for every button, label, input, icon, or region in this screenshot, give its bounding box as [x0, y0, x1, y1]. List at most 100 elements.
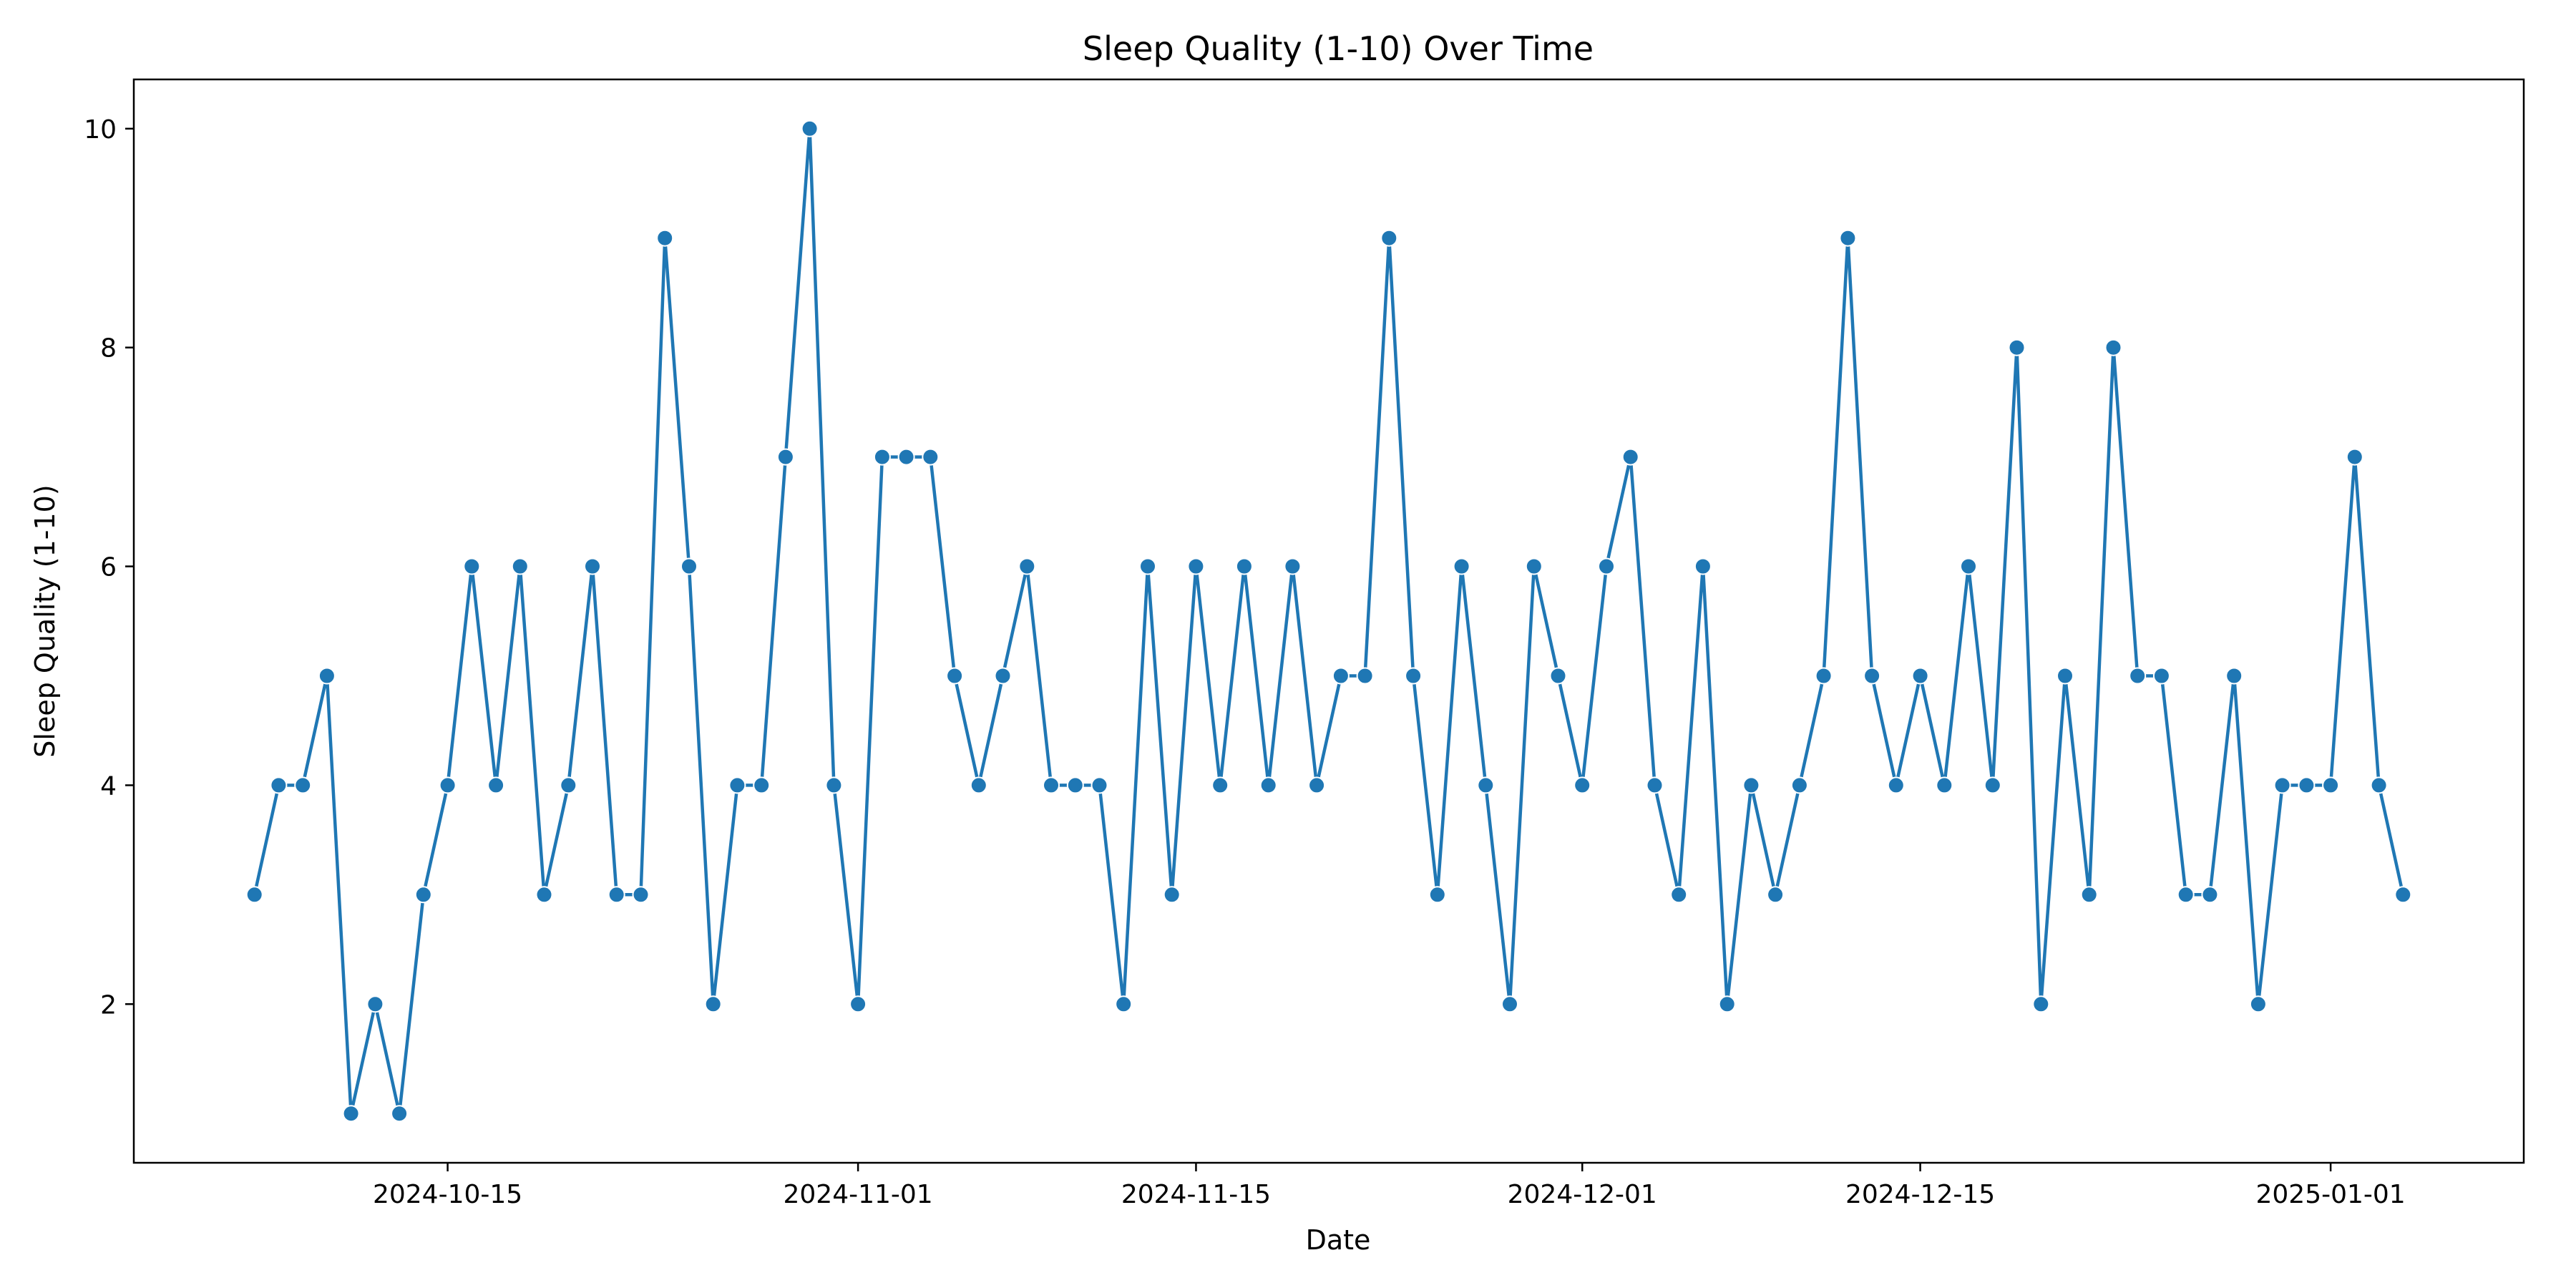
y-axis-label: Sleep Quality (1-10): [29, 484, 61, 757]
data-point: [318, 667, 336, 685]
data-point: [1549, 667, 1567, 685]
y-tick-label: 8: [100, 334, 117, 364]
x-tick-label: 2025-01-01: [2255, 1180, 2405, 1209]
data-point: [1574, 776, 1591, 794]
data-point: [2057, 667, 2074, 685]
x-tick-label: 2024-10-15: [373, 1180, 522, 1209]
data-point: [342, 1105, 360, 1123]
data-point: [704, 995, 722, 1013]
data-point: [1091, 776, 1108, 794]
data-point: [1718, 995, 1736, 1013]
data-point: [2152, 667, 2170, 685]
data-point: [1284, 557, 1302, 575]
data-point: [2080, 886, 2098, 904]
data-point: [2273, 776, 2291, 794]
data-point: [584, 557, 601, 575]
x-tick-label: 2024-12-01: [1508, 1180, 1657, 1209]
data-point: [439, 776, 457, 794]
data-point: [1694, 557, 1712, 575]
data-point: [656, 229, 674, 247]
data-point: [1863, 667, 1881, 685]
data-point: [560, 776, 577, 794]
data-point: [897, 448, 915, 466]
data-point: [801, 119, 819, 137]
data-point: [1115, 995, 1133, 1013]
data-point: [1839, 229, 1857, 247]
x-axis: 2024-10-15 2024-11-01 2024-11-15 2024-12-01…: [373, 1163, 2406, 1209]
data-point: [1598, 557, 1615, 575]
x-tick-label: 2024-11-15: [1121, 1180, 1271, 1209]
data-point: [1936, 776, 1953, 794]
data-point: [1767, 886, 1785, 904]
data-point: [1984, 776, 2001, 794]
data-point: [1163, 886, 1181, 904]
data-point: [1043, 776, 1060, 794]
plot-area: [245, 119, 2412, 1123]
data-point: [1018, 557, 1036, 575]
series-line: [253, 127, 2405, 1116]
data-point: [535, 886, 553, 904]
data-point: [1960, 557, 1977, 575]
data-point: [1405, 667, 1423, 685]
data-point: [1332, 667, 1350, 685]
data-point: [608, 886, 625, 904]
x-axis-label: Date: [1306, 1224, 1371, 1256]
data-point: [1646, 776, 1664, 794]
data-point: [994, 667, 1012, 685]
data-point: [1670, 886, 1688, 904]
data-point: [1308, 776, 1326, 794]
data-point: [1815, 667, 1833, 685]
y-axis: 2 4 6 8 10: [84, 115, 134, 1020]
data-point: [2346, 448, 2363, 466]
data-point: [2177, 886, 2195, 904]
plot-frame: [132, 78, 2525, 1164]
data-point: [2129, 667, 2147, 685]
data-point: [2104, 338, 2122, 356]
data-point: [463, 557, 481, 575]
data-point: [2225, 667, 2243, 685]
data-point: [1235, 557, 1253, 575]
data-point: [366, 995, 384, 1013]
data-point: [294, 776, 312, 794]
data-point: [2322, 776, 2340, 794]
data-point: [680, 557, 698, 575]
data-point: [1428, 886, 1446, 904]
data-point: [1887, 776, 1905, 794]
data-point: [2201, 886, 2219, 904]
data-point: [1187, 557, 1205, 575]
data-point: [1259, 776, 1277, 794]
data-point: [245, 886, 263, 904]
data-point: [1211, 776, 1229, 794]
data-point: [1525, 557, 1543, 575]
data-point: [1139, 557, 1156, 575]
data-point: [2370, 776, 2388, 794]
data-point: [511, 557, 529, 575]
data-point: [728, 776, 746, 794]
data-point: [2394, 886, 2412, 904]
data-point: [632, 886, 650, 904]
data-point: [270, 776, 288, 794]
data-point: [1477, 776, 1495, 794]
data-point: [970, 776, 987, 794]
data-point: [487, 776, 505, 794]
data-point: [2008, 338, 2026, 356]
data-point: [922, 448, 940, 466]
data-point: [1356, 667, 1374, 685]
data-point: [2298, 776, 2316, 794]
data-point: [946, 667, 964, 685]
y-tick-label: 4: [100, 771, 117, 801]
data-point: [1066, 776, 1084, 794]
data-point: [1742, 776, 1760, 794]
data-point: [1380, 229, 1398, 247]
data-point: [825, 776, 843, 794]
y-tick-label: 2: [100, 990, 117, 1020]
data-point: [414, 886, 432, 904]
data-point: [1790, 776, 1808, 794]
data-point: [2032, 995, 2050, 1013]
data-point: [1501, 995, 1518, 1013]
y-tick-label: 10: [84, 115, 117, 145]
data-point: [873, 448, 891, 466]
y-tick-label: 6: [100, 553, 117, 582]
chart-title: Sleep Quality (1-10) Over Time: [1083, 29, 1594, 68]
